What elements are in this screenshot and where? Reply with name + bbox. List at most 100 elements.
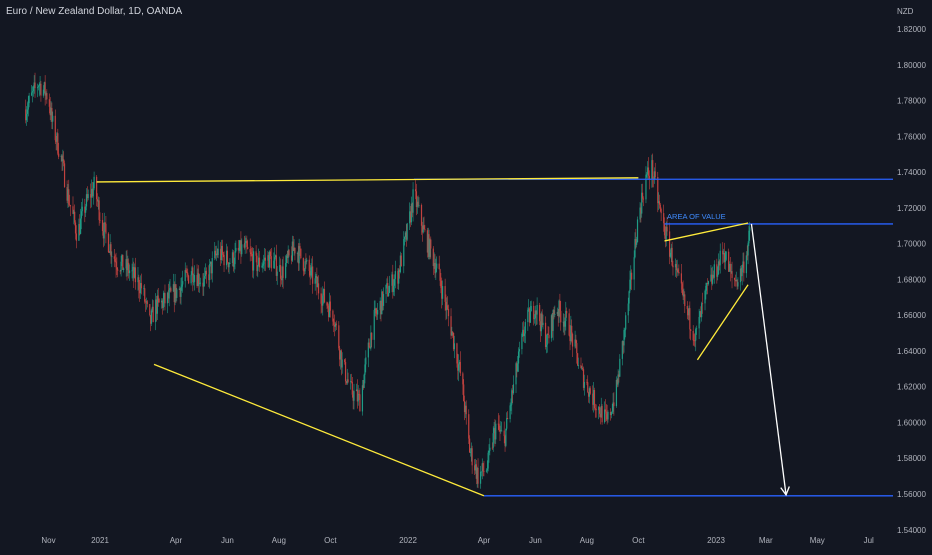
candle [339, 345, 341, 367]
candle [737, 277, 739, 290]
candle [155, 293, 157, 331]
candle [668, 222, 671, 265]
candle [497, 413, 499, 431]
candle [482, 462, 484, 477]
candle [479, 465, 482, 489]
candle [505, 428, 507, 448]
candle [388, 275, 391, 294]
candle [540, 311, 542, 337]
candle [345, 381, 347, 385]
candle [274, 254, 277, 260]
candle [52, 111, 54, 130]
candle [453, 335, 456, 359]
candle [570, 315, 572, 345]
candle [524, 318, 526, 344]
candle [99, 212, 101, 224]
candle [552, 309, 554, 341]
candle [654, 162, 656, 179]
candle [335, 320, 337, 331]
candle [598, 406, 600, 420]
candle [733, 277, 736, 287]
candle [191, 266, 193, 276]
candle [198, 265, 200, 293]
candle [134, 257, 137, 290]
candle [220, 239, 223, 264]
candle [185, 268, 187, 273]
candle [677, 268, 679, 273]
price-tick-label: 1.76000 [897, 132, 926, 141]
candle [683, 288, 685, 304]
candle [452, 331, 454, 338]
candle [150, 314, 152, 332]
candle [452, 332, 455, 352]
candle [67, 184, 69, 209]
candle [639, 201, 641, 223]
candle [54, 109, 56, 144]
candle [243, 235, 245, 250]
candle [731, 261, 733, 289]
candle [375, 307, 377, 318]
candle [104, 222, 106, 232]
candle [93, 171, 95, 191]
candle [358, 390, 360, 401]
candle [717, 266, 719, 281]
candle [225, 243, 228, 270]
candle [666, 216, 668, 236]
candle [222, 252, 224, 258]
candle [285, 253, 288, 267]
candle [257, 265, 259, 278]
candle [506, 412, 508, 431]
candle [111, 251, 113, 268]
price-axis[interactable]: NZD 1.82000 1.80000 1.78000 1.76000 1.74000 1… [897, 7, 926, 535]
candle [28, 92, 30, 108]
candle [344, 358, 346, 365]
candle [304, 258, 306, 274]
candle [376, 307, 378, 321]
candle [341, 352, 343, 374]
upper-trendline [96, 177, 639, 183]
candle [642, 196, 645, 207]
time-tick-label: Jun [221, 536, 234, 545]
wedge-lower-line [696, 284, 749, 361]
candle [433, 252, 435, 269]
candle [587, 391, 590, 403]
candle [346, 368, 348, 385]
candle [90, 179, 93, 208]
candle [84, 198, 86, 223]
candle [400, 252, 402, 267]
candle [55, 136, 57, 151]
candle [51, 102, 53, 130]
candle [27, 95, 29, 117]
candle [300, 248, 302, 260]
candle [589, 386, 591, 395]
candle [634, 232, 636, 259]
candle [38, 82, 40, 97]
candle [627, 297, 629, 323]
candle [724, 250, 726, 270]
candle [695, 325, 698, 335]
candle [386, 278, 388, 289]
candle [404, 231, 407, 242]
candle [468, 409, 470, 444]
candle [285, 255, 287, 280]
candle [269, 250, 271, 271]
candle [393, 274, 396, 297]
candle [115, 252, 117, 278]
candle [263, 254, 265, 269]
candle [429, 238, 431, 260]
candle [74, 220, 77, 240]
candle [302, 257, 304, 277]
candle [322, 286, 324, 316]
candle [75, 225, 77, 249]
candle [512, 384, 514, 404]
candle [36, 83, 39, 98]
time-axis[interactable]: Nov 2021 Apr Jun Aug Oct 2022 Apr Jun Aug Oct 2023 M… [41, 536, 874, 545]
candle [399, 251, 402, 274]
candle [297, 243, 299, 272]
candle [110, 242, 112, 264]
price-tick-label: 1.72000 [897, 204, 926, 213]
candle [536, 297, 538, 325]
time-tick-label: Aug [580, 536, 594, 545]
